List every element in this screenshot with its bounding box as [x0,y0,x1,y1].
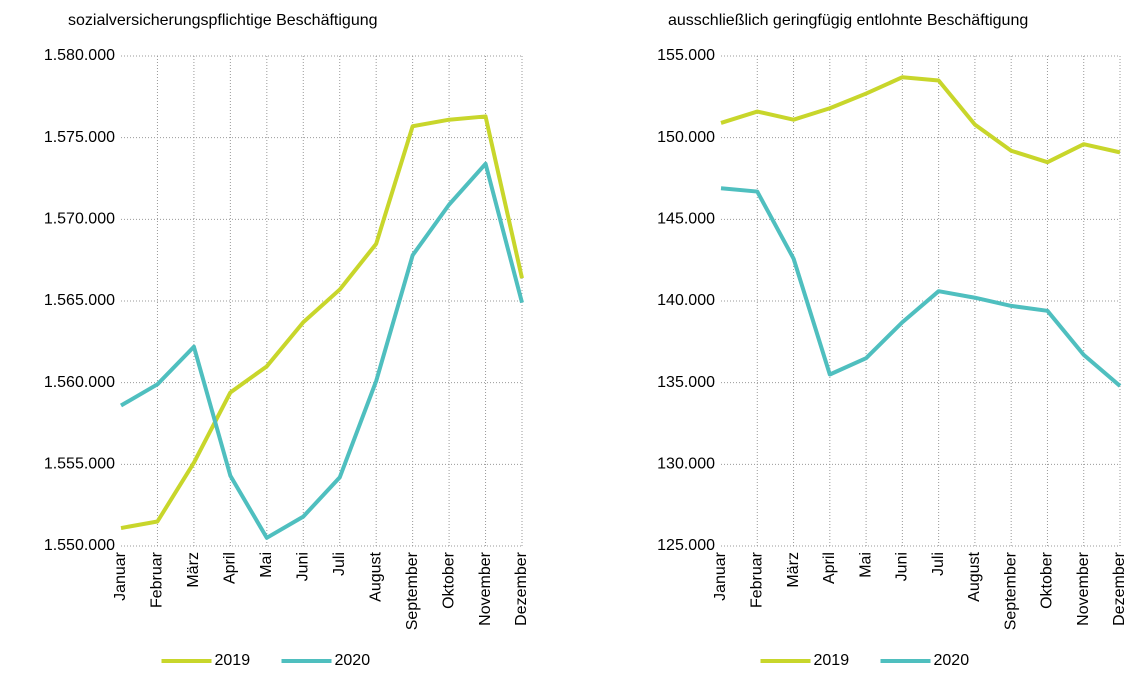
y-tick-label: 135.000 [657,374,715,391]
x-tick-label: November [477,551,494,625]
x-tick-label: Juni [894,552,911,581]
x-tick-label: Oktober [440,551,457,609]
line-series [720,75,1121,165]
x-tick-label: September [1002,551,1019,630]
line-series [720,186,1122,388]
x-tick-label: Februar [149,551,166,608]
x-tick-label: Mai [857,552,874,578]
y-tick-label: 1.550.000 [44,537,115,554]
y-tick-label: 150.000 [657,129,715,146]
x-tick-label: März [785,552,802,588]
y-tick-label: 1.575.000 [44,129,115,146]
y-tick-label: 125.000 [657,537,715,554]
x-tick-label: April [222,552,239,584]
x-tick-label: Mai [258,552,275,578]
y-tick-label: 145.000 [657,211,715,228]
y-tick-label: 140.000 [657,292,715,309]
x-tick-label: August [966,551,983,601]
x-tick-label: Februar [748,551,765,608]
legend-label: 2019 [215,652,251,669]
legend-label: 2020 [934,652,970,669]
x-tick-label: April [821,552,838,584]
y-tick-label: 1.555.000 [44,456,115,473]
x-tick-label: Oktober [1039,551,1056,609]
x-tick-label: Juni [294,552,311,581]
legend-label: 2020 [335,652,371,669]
x-tick-label: Juli [331,552,348,576]
x-tick-label: Dezember [513,551,530,625]
chart-title: ausschließlich geringfügig entlohnte Bes… [668,12,1028,29]
x-tick-label: Juli [930,552,947,576]
x-tick-label: Januar [712,551,729,601]
x-tick-label: August [367,551,384,601]
y-tick-label: 130.000 [657,456,715,473]
line-series [120,114,524,531]
y-tick-label: 1.570.000 [44,211,115,228]
x-tick-label: März [185,552,202,588]
y-tick-label: 155.000 [657,47,715,64]
y-tick-label: 1.565.000 [44,292,115,309]
x-tick-label: Januar [112,551,129,601]
x-tick-label: November [1075,551,1092,625]
legend-label: 2019 [814,652,850,669]
y-tick-label: 1.580.000 [44,47,115,64]
x-tick-label: September [404,551,421,630]
y-tick-label: 1.560.000 [44,374,115,391]
x-tick-label: Dezember [1111,551,1128,625]
chart-title: sozialversicherungspflichtige Beschäftig… [68,12,378,29]
line-series [119,161,524,540]
